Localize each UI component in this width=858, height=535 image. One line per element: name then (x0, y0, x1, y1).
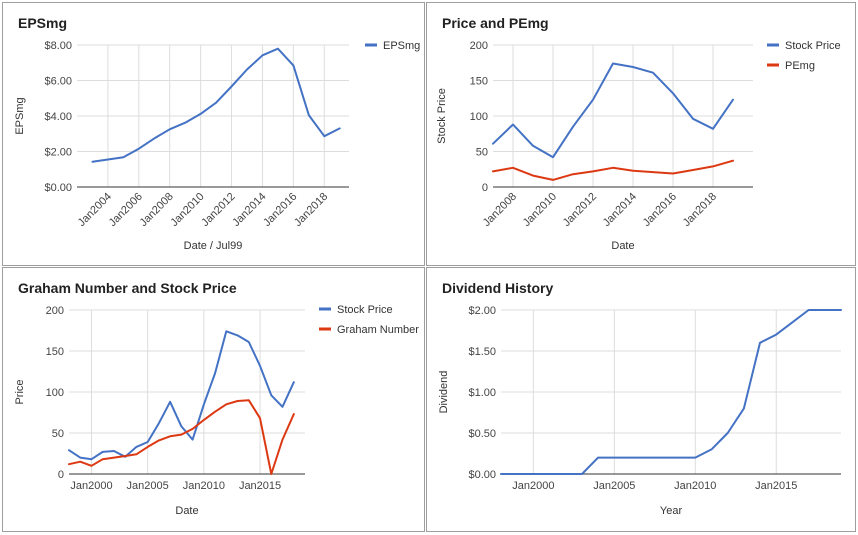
y-axis-title: Stock Price (436, 88, 448, 144)
legend-label: Stock Price (785, 40, 841, 52)
y-tick-label: $8.00 (44, 40, 72, 52)
chart-panel-dividend: Dividend History $0.00 $0.50 $1.00 $1.50 $2.… (426, 267, 856, 532)
chart-panel-epsmg: EPSmg $0.00 $2.00 $4.00 $6.00 $8.00 Jan2004 Ja… (2, 2, 425, 266)
y-tick-label: $0.50 (468, 428, 496, 440)
chart-canvas: 0 50 100 150 200 Jan2000 Jan2005 Jan2010 Jan2015… (14, 304, 419, 517)
series-line (492, 159, 734, 181)
x-tick-label: Jan2005 (593, 480, 635, 492)
x-axis-title: Date / Jul99 (184, 240, 243, 252)
chart-canvas: 0 50 100 150 200 Jan2008 Jan2010 Jan2012 Jan2014… (436, 40, 841, 252)
series-line (500, 309, 842, 475)
legend-label: EPSmg (383, 40, 420, 52)
y-tick-label: 50 (52, 428, 64, 440)
x-tick-label: Jan2010 (674, 480, 716, 492)
x-tick-label: Jan2018 (292, 191, 330, 229)
y-axis-title: Price (14, 379, 26, 404)
x-tick-label: Jan2012 (561, 191, 599, 229)
series-line (91, 47, 341, 163)
y-tick-label: 200 (470, 40, 488, 52)
x-tick-label: Jan2005 (127, 480, 169, 492)
x-tick-label: Jan2015 (755, 480, 797, 492)
y-tick-label: $0.00 (468, 469, 496, 481)
chart-title: EPSmg (18, 15, 68, 31)
x-tick-label: Jan2014 (601, 191, 639, 229)
legend-label: Stock Price (337, 304, 393, 316)
y-tick-label: $2.00 (468, 305, 496, 317)
chart-panel-price-pemg: Price and PEmg 0 50 100 150 200 Jan2008 Jan201… (426, 2, 856, 266)
y-tick-label: $6.00 (44, 76, 72, 88)
y-tick-label: 0 (58, 469, 64, 481)
x-tick-label: Jan2010 (521, 191, 559, 229)
y-axis-title: Dividend (438, 371, 450, 414)
y-tick-label: 200 (46, 305, 64, 317)
y-tick-label: $2.00 (44, 147, 72, 159)
chart-canvas: $0.00 $0.50 $1.00 $1.50 $2.00 Jan2000 Jan2005 J… (438, 305, 842, 517)
series-line (68, 399, 295, 475)
x-tick-label: Jan2018 (681, 191, 719, 229)
x-tick-label: Jan2000 (512, 480, 554, 492)
x-tick-label: Jan2000 (70, 480, 112, 492)
y-tick-label: $1.50 (468, 346, 496, 358)
y-tick-label: 100 (46, 387, 64, 399)
y-tick-label: $4.00 (44, 111, 72, 123)
chart-title: Dividend History (442, 280, 554, 296)
y-tick-label: $1.00 (468, 387, 496, 399)
legend-label: PEmg (785, 60, 815, 72)
x-axis-title: Date (611, 240, 634, 252)
y-tick-label: 150 (470, 76, 488, 88)
x-axis-title: Year (660, 505, 683, 517)
x-tick-label: Jan2008 (481, 191, 519, 229)
chart-canvas: $0.00$2.00$4.00$6.00$8.00Jan2004Jan2006J… (14, 40, 420, 252)
x-tick-label: Jan2015 (239, 480, 281, 492)
y-axis-title: EPSmg (14, 97, 26, 134)
series-line (492, 62, 734, 159)
y-tick-label: 150 (46, 346, 64, 358)
series-line (68, 330, 295, 461)
x-tick-label: Jan2010 (183, 480, 225, 492)
chart-title: Price and PEmg (442, 15, 549, 31)
x-axis-title: Date (175, 505, 198, 517)
x-tick-label: Jan2016 (641, 191, 679, 229)
y-tick-label: 50 (476, 147, 488, 159)
chart-title: Graham Number and Stock Price (18, 280, 237, 296)
chart-panel-graham: Graham Number and Stock Price 0 50 100 150 2… (2, 267, 425, 532)
y-tick-label: 0 (482, 182, 488, 194)
y-tick-label: 100 (470, 111, 488, 123)
y-tick-label: $0.00 (44, 182, 72, 194)
legend-label: Graham Number (337, 324, 419, 336)
